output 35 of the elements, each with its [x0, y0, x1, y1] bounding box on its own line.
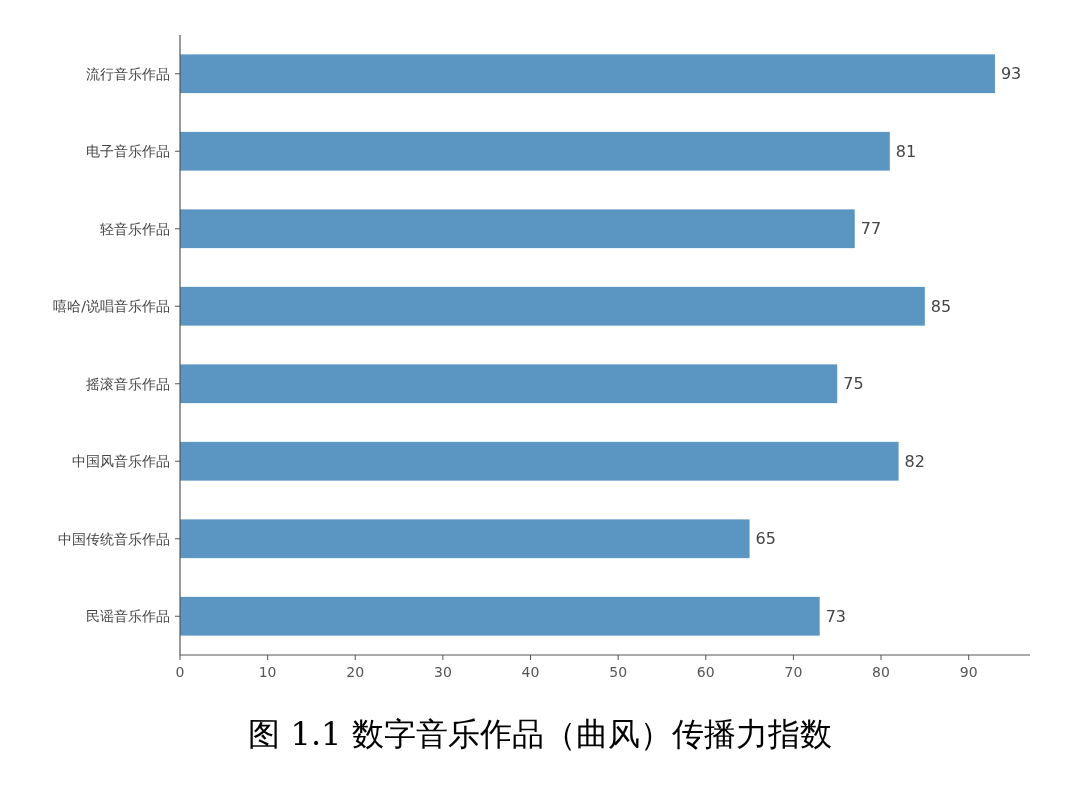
y-tick-label: 民谣音乐作品 — [86, 608, 170, 625]
x-tick-label: 70 — [784, 664, 803, 680]
bar — [180, 54, 995, 94]
y-tick-label: 轻音乐作品 — [100, 220, 170, 237]
data-label: 82 — [904, 451, 925, 471]
y-tick-label: 中国传统音乐作品 — [58, 530, 170, 547]
bar — [180, 286, 925, 326]
bar — [180, 364, 838, 404]
x-tick-label: 50 — [609, 664, 628, 680]
y-tick-label: 中国风音乐作品 — [72, 453, 170, 470]
data-label: 65 — [755, 529, 776, 549]
data-label: 75 — [843, 374, 864, 394]
data-label: 81 — [895, 141, 917, 161]
bar — [180, 441, 899, 481]
y-tick-label: 嘻哈/说唱音乐作品 — [53, 298, 170, 315]
bar — [180, 596, 820, 636]
data-label: 73 — [825, 606, 847, 626]
x-tick-label: 90 — [959, 664, 978, 680]
y-tick-label: 流行音乐作品 — [86, 65, 170, 82]
data-label: 85 — [930, 296, 952, 316]
data-label: 77 — [860, 219, 882, 239]
x-tick-label: 40 — [521, 664, 540, 680]
y-tick-label: 摇滚音乐作品 — [86, 375, 170, 392]
text: 图 1.1 数字音乐作品（曲风）传播力指数 — [248, 715, 832, 753]
x-tick-label: 30 — [433, 664, 452, 680]
bar — [180, 131, 890, 171]
bar — [180, 519, 750, 559]
x-tick-label: 60 — [696, 664, 715, 680]
x-tick-label: 80 — [872, 664, 890, 680]
x-tick-label: 0 — [175, 664, 185, 680]
x-tick-label: 10 — [258, 664, 277, 680]
bar — [180, 209, 855, 249]
data-label: 93 — [1000, 64, 1022, 84]
x-tick-label: 20 — [346, 664, 365, 680]
y-tick-label: 电子音乐作品 — [86, 143, 170, 160]
